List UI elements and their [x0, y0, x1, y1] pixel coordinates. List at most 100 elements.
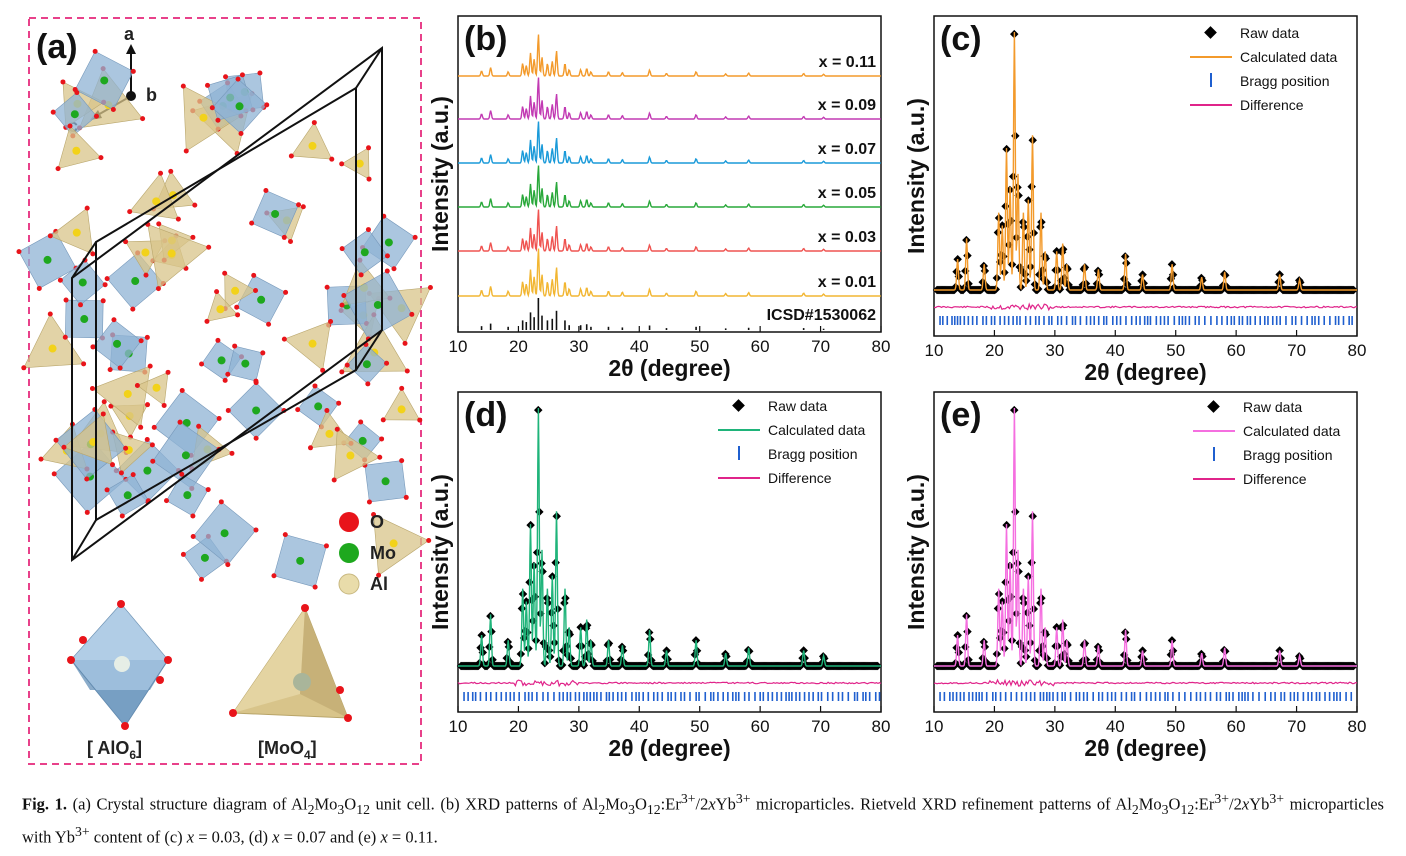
oxygen-atom — [281, 336, 287, 342]
oxygen-atom — [296, 202, 302, 208]
mo-atom — [217, 356, 226, 365]
oxygen-atom — [63, 297, 69, 303]
oxygen-atom — [417, 417, 423, 423]
oxygen-atom — [339, 369, 345, 375]
panel-e-legend: Raw data Calculated data Bragg position Dif… — [1193, 399, 1341, 487]
al-atom — [397, 405, 406, 414]
al-atom — [152, 197, 161, 206]
oxygen-atom — [218, 499, 224, 505]
oxygen-atom — [366, 499, 372, 505]
oxygen-atom — [104, 276, 110, 282]
panel-e-legend-label: Bragg position — [1243, 447, 1333, 463]
oxygen-atom — [331, 477, 337, 483]
al-atom — [123, 389, 132, 398]
oxygen-atom — [253, 380, 259, 386]
atom-legend: O Mo Al — [338, 512, 396, 595]
moo4-polyhedron — [382, 387, 421, 421]
oxygen-atom — [329, 156, 335, 162]
oxygen-atom — [282, 532, 288, 538]
panel-e-ylabel: Intensity (a.u.) — [903, 474, 929, 630]
panel-b-series-line — [458, 209, 881, 253]
oxygen-atom — [209, 105, 215, 111]
panel-b-series-label: x = 0.05 — [818, 185, 876, 202]
panel-b-xtick-label: 20 — [509, 337, 528, 356]
oxygen-atom — [127, 209, 133, 215]
panel-d-legend-label: Calculated data — [768, 422, 866, 438]
panel-c-xtick-label: 60 — [1227, 341, 1246, 360]
alo6-label: [ AlO6] — [87, 738, 142, 762]
panel-d-xtick-label: 60 — [751, 717, 770, 736]
mo-atom — [131, 277, 140, 286]
oxygen-atom — [391, 266, 397, 272]
al-atom — [346, 451, 355, 460]
oxygen-atom — [140, 116, 146, 122]
oxygen-atom — [205, 82, 211, 88]
moo4-tetrahedron — [229, 604, 352, 722]
oxygen-atom — [223, 74, 229, 80]
moo4-polyhedron — [57, 125, 102, 170]
oxygen-atom — [164, 498, 170, 504]
panel-b-series-line — [458, 121, 881, 165]
oxygen-atom — [412, 234, 418, 240]
al-atom — [216, 305, 225, 314]
oxygen-atom — [47, 233, 53, 239]
oxygen-atom — [100, 411, 106, 417]
oxygen-atom — [21, 365, 27, 371]
al-atom — [48, 344, 57, 353]
figure: (a) a b c O Mo A — [16, 15, 1366, 765]
panel-e-xtick-label: 10 — [925, 717, 944, 736]
mo-atom — [123, 491, 132, 500]
oxygen-atom — [90, 344, 96, 350]
panel-b-series-label: x = 0.07 — [818, 141, 876, 158]
oxygen-atom — [253, 287, 259, 293]
oxygen-atom — [264, 102, 270, 108]
oxygen-atom — [190, 533, 196, 539]
oxygen-atom — [214, 289, 220, 295]
oxygen-atom — [281, 234, 287, 240]
panel-c-legend-label: Raw data — [1240, 25, 1299, 41]
oxygen-atom — [84, 509, 90, 515]
al-atom — [72, 146, 81, 155]
mo-atom — [296, 556, 305, 565]
oxygen-atom — [156, 221, 162, 227]
panel-d-legend-label: Raw data — [768, 398, 827, 414]
panel-b-series: x = 0.03 — [458, 209, 881, 253]
oxygen-atom — [55, 166, 61, 172]
panel-b-series: x = 0.11 — [458, 34, 881, 78]
panel-c-ylabel: Intensity (a.u.) — [903, 98, 929, 254]
oxygen-atom — [222, 377, 228, 383]
panel-c-xtick-label: 10 — [925, 341, 944, 360]
oxygen-atom — [147, 363, 153, 369]
oxygen-atom — [104, 487, 110, 493]
panel-e-xtick-label: 50 — [1166, 717, 1185, 736]
oxygen-atom — [149, 442, 155, 448]
oxygen-atom — [138, 424, 144, 430]
panel-e-bragg-positions — [939, 692, 1353, 701]
oxygen-atom — [180, 551, 186, 557]
panel-a-label: (a) — [36, 28, 78, 66]
oxygen-atom — [60, 79, 66, 85]
panel-c-xtick-label: 20 — [985, 341, 1004, 360]
oxygen-atom — [238, 131, 244, 137]
oxygen-atom — [358, 419, 364, 425]
panel-d-xtick-label: 10 — [449, 717, 468, 736]
panel-b-xtick-label: 30 — [569, 337, 588, 356]
panel-e-difference-line — [933, 678, 1358, 687]
oxygen-atom — [225, 562, 231, 568]
oxygen-atom — [77, 302, 83, 308]
panel-b-series-label: x = 0.01 — [818, 274, 876, 291]
panel-b-xtick-label: 50 — [690, 337, 709, 356]
panel-b-ylabel: Intensity (a.u.) — [427, 96, 453, 252]
oxygen-atom — [107, 367, 113, 373]
oxygen-atom — [283, 289, 289, 295]
oxygen-atom — [130, 472, 136, 478]
oxygen-atom — [384, 253, 390, 259]
panel-d-xtick-label: 70 — [811, 717, 830, 736]
oxygen-atom — [144, 334, 150, 340]
oxygen-atom — [168, 168, 174, 174]
oxygen-atom — [50, 109, 56, 115]
oxygen-atom — [61, 444, 67, 450]
oxygen-atom — [249, 220, 255, 226]
oxygen-atom — [93, 113, 99, 119]
panel-c-xlabel: 2θ (degree) — [1084, 359, 1206, 385]
